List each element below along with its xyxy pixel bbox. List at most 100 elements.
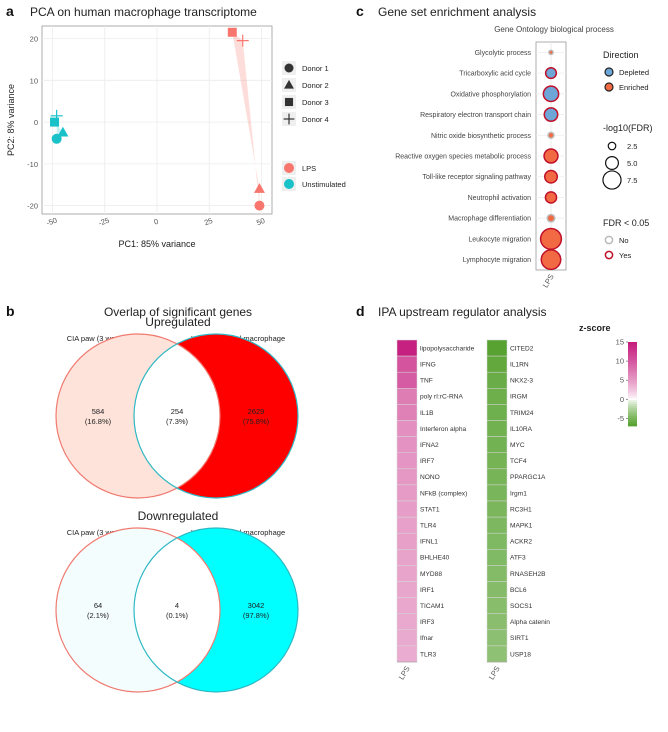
colorbar-segment [628, 390, 637, 393]
heatmap-cell [486, 339, 508, 357]
legend-direction-dot [604, 67, 614, 77]
legend-donor-symbol [283, 113, 295, 125]
legend-size-label: 5.0 [627, 159, 637, 168]
colorbar-segment [628, 368, 637, 371]
heatmap-gene-label: MYD88 [420, 571, 442, 578]
heatmap-gene-label: TLR3 [420, 651, 436, 658]
colorbar-segment [628, 388, 637, 391]
venn-overlap-region [134, 334, 220, 498]
heatmap-cell [486, 452, 508, 470]
venn-left-only-percent: (16.8%) [85, 417, 112, 426]
heatmap-cell [396, 549, 418, 566]
venn-right-only-count: 2629 [248, 407, 265, 416]
colorbar-segment [628, 356, 637, 359]
colorbar-segment [628, 360, 637, 363]
heatmap-gene-label: SIRT1 [510, 635, 529, 642]
heatmap-gene-label: BHLHE40 [420, 555, 450, 562]
panel-c-title: Gene set enrichment analysis [378, 5, 536, 19]
venn-left-set-label: CIA paw (3 weeks) [67, 528, 130, 537]
colorbar-tick-label: -5 [617, 414, 624, 423]
pca-x-tick-label: 50 [255, 216, 266, 227]
gsea-dot [543, 148, 559, 164]
colorbar-segment [628, 396, 637, 399]
venn-title: Upregulated [145, 315, 210, 329]
heatmap-gene-label: Interferon alpha [420, 426, 467, 433]
panel-d-label: d [356, 303, 365, 319]
heatmap-cell [396, 613, 418, 631]
pca-point [227, 27, 237, 37]
heatmap-gene-label: IRF1 [420, 587, 435, 594]
pca-x-tick-label: 25 [203, 216, 214, 227]
venn-title: Downregulated [138, 509, 219, 523]
heatmap-cell [486, 436, 508, 453]
legend-direction-label: Depleted [619, 68, 649, 77]
colorbar-segment [628, 344, 637, 347]
heatmap-column-label: LPS [487, 665, 502, 682]
heatmap-cell [486, 371, 508, 389]
heatmap-gene-label: TLR4 [420, 522, 436, 529]
pca-point [254, 200, 265, 211]
heatmap-cell [396, 516, 418, 534]
heatmap-gene-label: Ifnar [420, 635, 434, 642]
venn-right-only-count: 3042 [248, 601, 265, 610]
heatmap-gene-label: TICAM1 [420, 603, 445, 610]
colorbar-tick-label: 5 [620, 376, 624, 385]
colorbar-segment [628, 406, 637, 409]
colorbar-segment [628, 354, 637, 357]
gsea-term-label: Macrophage differentiation [448, 216, 531, 223]
colorbar-segment [628, 348, 637, 351]
venn-overlap-region [134, 528, 220, 692]
colorbar-segment [628, 414, 637, 417]
colorbar-segment [628, 394, 637, 397]
legend-donor-symbol [284, 63, 294, 73]
pca-point [253, 183, 265, 193]
heatmap-cell [486, 581, 508, 598]
colorbar-tick-label: 15 [616, 338, 624, 347]
gsea-dot [544, 67, 558, 80]
gsea-dot [546, 213, 556, 223]
colorbar-segment [628, 404, 637, 407]
heatmap-gene-label: ACKR2 [510, 539, 532, 546]
legend-fdr-circle [604, 235, 614, 245]
gsea-dot [542, 85, 560, 103]
pca-y-tick-label: 0 [34, 118, 38, 127]
colorbar-segment [628, 400, 637, 403]
heatmap-cell [486, 613, 508, 631]
venn-overlap-percent: (7.3%) [166, 417, 189, 426]
heatmap-cell [396, 468, 418, 486]
gsea-term-label: Neutrophil activation [468, 195, 532, 202]
colorbar-segment [628, 374, 637, 377]
heatmap-gene-label: IFNL1 [420, 539, 438, 546]
colorbar-segment [628, 376, 637, 379]
gsea-term-label: Oxidative phosphorylation [450, 91, 531, 98]
colorbar-segment [628, 416, 637, 419]
heatmap-cell [486, 404, 508, 421]
heatmap-cell [396, 484, 418, 502]
heatmap-cell [486, 355, 508, 373]
heatmap-cell [396, 532, 418, 550]
colorbar-segment [628, 378, 637, 381]
venn-overlap-count: 254 [171, 407, 184, 416]
heatmap-cell [486, 629, 508, 647]
panel-c-label: c [356, 3, 364, 19]
gsea-term-label: Respiratory electron transport chain [420, 112, 531, 119]
heatmap-gene-label: NFkB (complex) [420, 490, 467, 497]
pca-x-tick-label: -25 [97, 216, 110, 228]
heatmap-gene-label: IRGM [510, 394, 527, 401]
colorbar-tick-label: 0 [620, 395, 624, 404]
heatmap-cell [486, 468, 508, 486]
venn-overlap-percent: (0.1%) [166, 611, 189, 620]
heatmap-cell [396, 500, 418, 518]
heatmap-cell [396, 339, 418, 357]
heatmap-gene-label: CITED2 [510, 345, 534, 352]
legend-donor-label: Donor 2 [302, 81, 329, 90]
pca-y-tick-label: 20 [30, 35, 38, 44]
heatmap-cell [486, 484, 508, 502]
colorbar-segment [628, 380, 637, 383]
venn-left-only-percent: (2.1%) [87, 611, 110, 620]
colorbar-segment [628, 358, 637, 361]
venn-left-outline [55, 527, 221, 693]
heatmap-cell [486, 516, 508, 534]
gsea-dot [539, 227, 563, 251]
gsea-dot [544, 191, 558, 204]
